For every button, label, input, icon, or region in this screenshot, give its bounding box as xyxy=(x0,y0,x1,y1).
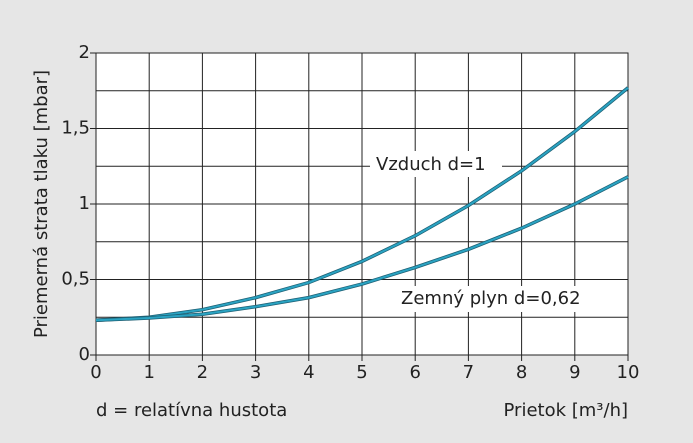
annotation-bg xyxy=(370,151,502,177)
x-tick-label: 8 xyxy=(516,362,527,383)
x-tick-label: 2 xyxy=(197,362,208,383)
annotation: d = relatívna hustota xyxy=(96,400,287,421)
line xyxy=(95,175,629,322)
y-tick-label: 0,5 xyxy=(61,269,90,290)
x-axis-label: Prietok [m³/h] xyxy=(504,400,629,421)
x-tick-label: 7 xyxy=(463,362,474,383)
x-tick-label: 5 xyxy=(356,362,367,383)
x-tick-label: 4 xyxy=(303,362,314,383)
y-tick-label: 0 xyxy=(79,344,90,365)
annotation: Zemný plyn d=0,62 xyxy=(401,288,581,309)
x-tick-label: 6 xyxy=(409,362,420,383)
annotation: Vzduch d=1 xyxy=(376,154,486,175)
x-tick-label: 10 xyxy=(617,362,640,383)
x-tick-label: 1 xyxy=(143,362,154,383)
y-tick-label: 1,5 xyxy=(61,118,90,139)
y-axis-label: Priemerná strata tlaku [mbar] xyxy=(31,70,52,338)
annotation-bg xyxy=(396,286,606,312)
x-tick-label: 3 xyxy=(250,362,261,383)
line xyxy=(95,86,629,322)
y-tick-label: 1 xyxy=(79,193,90,214)
y-tick-label: 2 xyxy=(79,42,90,63)
x-tick-label: 9 xyxy=(569,362,580,383)
x-tick-label: 0 xyxy=(90,362,101,383)
